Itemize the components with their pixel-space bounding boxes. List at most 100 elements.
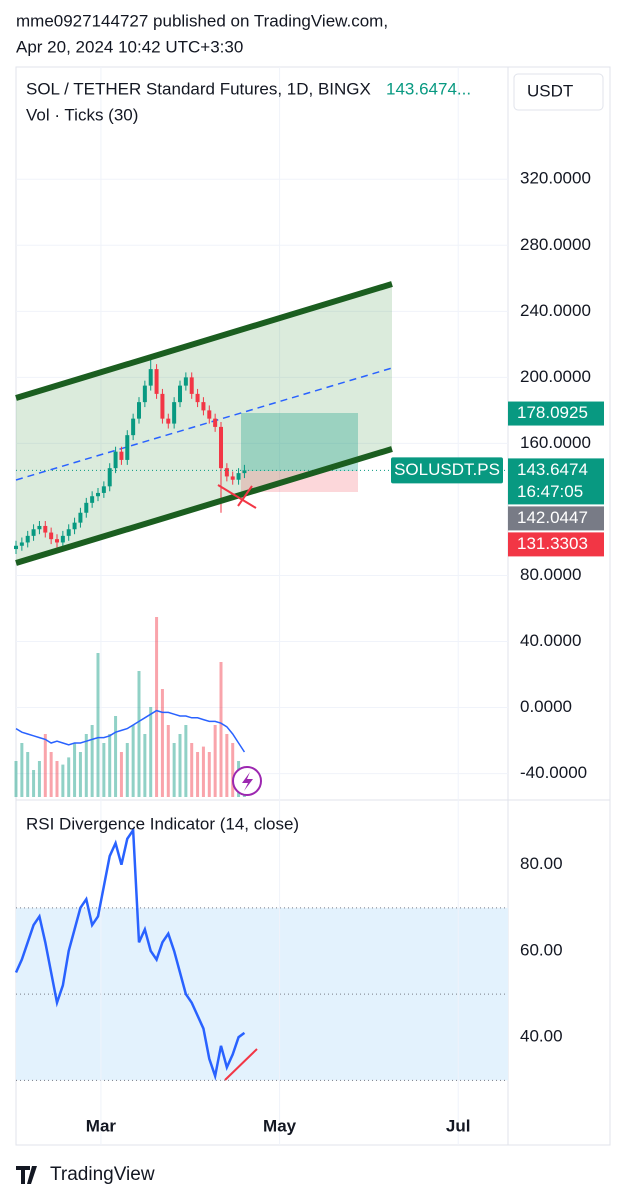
volume-bar (78, 752, 82, 797)
candle-body (230, 476, 235, 480)
volume-bar (119, 752, 123, 797)
rsi-title: RSI Divergence Indicator (14, close) (26, 814, 299, 833)
candle-body (148, 369, 153, 386)
candle-body (96, 492, 100, 497)
x-tick-label: May (263, 1116, 297, 1135)
candle-body (43, 525, 48, 533)
cross-mark (217, 484, 257, 509)
candle-body (101, 486, 106, 493)
volume-bar (114, 716, 118, 797)
volume-bar (131, 725, 135, 797)
price-badge (508, 532, 604, 557)
candle-body (242, 470, 247, 474)
volume-bar (155, 617, 159, 797)
y-tick-label: -40.0000 (520, 763, 587, 782)
volume-bar (166, 725, 170, 797)
volume-bar (149, 707, 153, 797)
y-tick-label: 40.00 (520, 1027, 563, 1046)
symbol-label: SOLUSDT.PS (394, 460, 500, 479)
volume-bar (26, 752, 30, 797)
candle-body (90, 496, 95, 503)
currency-label: USDT (527, 81, 573, 100)
legend-price: 143.6474... (386, 79, 471, 98)
volume-bar (67, 757, 71, 797)
volume-bar (201, 746, 205, 797)
symbol-badge (391, 457, 503, 484)
volume-bar (207, 752, 211, 797)
candle-body (219, 426, 223, 469)
volume-bar (55, 761, 59, 797)
divergence-line (224, 1048, 258, 1081)
y-tick-label: 280.0000 (520, 235, 591, 254)
candle-body (131, 418, 136, 436)
target-zone (241, 413, 358, 471)
price-label: 178.0925 (517, 403, 588, 422)
alert-bolt (242, 772, 253, 791)
candle-body (107, 468, 112, 487)
rsi-line (14, 826, 246, 1081)
price-badge (508, 401, 604, 426)
candle-body (125, 435, 130, 460)
last-price-label: 143.6474 (517, 460, 588, 479)
volume-bar (108, 734, 112, 797)
volume-bar (20, 743, 24, 797)
candle-body (178, 385, 182, 403)
candle-body (236, 473, 241, 480)
volume-bar (125, 743, 129, 797)
candle-body (60, 535, 65, 543)
volume-bar (196, 752, 200, 797)
candle-body (119, 451, 124, 460)
volume-bar (32, 770, 36, 797)
volume-bar (84, 734, 88, 797)
y-tick-label: 200.0000 (520, 367, 591, 386)
price-label: 142.0447 (517, 508, 588, 527)
brand-name: TradingView (50, 1164, 155, 1185)
candle-body (49, 532, 54, 540)
candle-body (201, 402, 206, 411)
header-line: mme0927144727 published on TradingView.c… (16, 11, 388, 30)
channel-mid (15, 367, 393, 481)
channel-lower (15, 446, 393, 566)
volume-bar (90, 725, 94, 797)
volume-bar (96, 653, 100, 797)
candle-body (160, 393, 165, 419)
candle-body (31, 529, 36, 536)
volume-bar (225, 734, 229, 797)
candle-body (137, 402, 141, 419)
volume-bar (14, 761, 18, 797)
candle-body (19, 542, 24, 546)
candle-body (207, 410, 212, 419)
candle-body (66, 529, 71, 536)
y-tick-label: 0.0000 (520, 697, 572, 716)
volume-bar (172, 743, 176, 797)
volume-bar (37, 761, 41, 797)
grid (16, 67, 508, 1145)
candle-body (37, 525, 42, 530)
currency-button[interactable] (513, 73, 604, 111)
candle-body (154, 369, 159, 394)
price-badge (508, 506, 604, 531)
volume-bar (160, 689, 164, 797)
volume-bar (43, 734, 47, 797)
candle-body (84, 502, 89, 513)
y-tick-label: 160.0000 (520, 433, 591, 452)
volume-bar (184, 725, 188, 797)
header-line: Apr 20, 2024 10:42 UTC+3:30 (16, 37, 243, 56)
volume-bar (49, 752, 53, 797)
x-tick-label: Mar (86, 1116, 117, 1135)
candle-body (172, 402, 177, 424)
y-tick-label: 320.0000 (520, 169, 591, 188)
volume-ma (15, 709, 246, 753)
candle-body (142, 385, 147, 403)
chart-frame (15, 66, 611, 1146)
plot: 320.0000 280.0000 240.0000 200.0000 160.0000… (14, 169, 604, 1135)
x-tick-label: Jul (446, 1116, 471, 1135)
y-tick-label: 40.0000 (520, 631, 581, 650)
volume-bar (190, 743, 194, 797)
candle-body (189, 377, 194, 394)
candle-body (195, 393, 200, 403)
candle-body (25, 535, 30, 543)
candle-body (55, 539, 59, 543)
